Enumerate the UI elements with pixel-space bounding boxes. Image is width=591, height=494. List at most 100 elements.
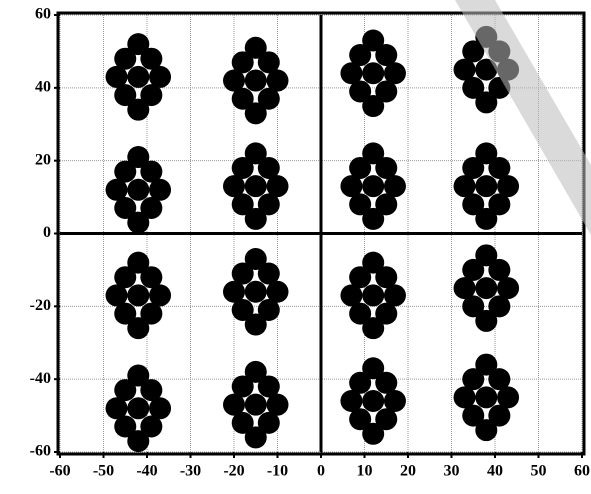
point [362,142,385,165]
point [149,178,172,201]
point [257,375,280,398]
y-tick-label: -60 [30,443,51,460]
point [375,371,398,394]
y-tick-label: -20 [30,297,51,314]
point [462,40,485,63]
point [340,284,363,307]
point [375,408,398,431]
point [375,266,398,289]
point [244,36,267,59]
point [375,80,398,103]
point [340,62,363,85]
point [383,62,406,85]
x-tick-label: 10 [357,463,373,480]
point [244,313,267,336]
point [362,317,385,340]
point [497,175,520,198]
point [244,102,267,125]
point [475,277,498,300]
point [257,156,280,179]
point [475,142,498,165]
point [127,211,150,234]
x-tick-label: -20 [223,463,244,480]
x-tick-label: -40 [136,463,157,480]
point [257,193,280,216]
point [453,175,476,198]
point [266,280,289,303]
point [375,302,398,325]
point [231,156,254,179]
y-tick-label: 20 [35,151,51,168]
point [383,175,406,198]
x-tick-label: 40 [487,463,503,480]
point [231,193,254,216]
point [257,298,280,321]
point [475,58,498,81]
point [114,197,137,220]
point [362,390,385,413]
point [453,386,476,409]
point [349,156,372,179]
point [149,397,172,420]
point [114,266,137,289]
point [140,84,163,107]
point [362,62,385,85]
point [349,266,372,289]
point [140,415,163,438]
point [475,386,498,409]
point [488,193,511,216]
point [231,262,254,285]
point [244,280,267,303]
x-tick-label: -30 [180,463,201,480]
point [383,284,406,307]
point [362,422,385,445]
point [362,29,385,52]
point [127,364,150,387]
point [475,244,498,267]
point [475,419,498,442]
point [349,44,372,67]
point [453,58,476,81]
x-tick-label: 20 [400,463,416,480]
point [127,33,150,56]
x-tick-label: 50 [531,463,547,480]
point [462,368,485,391]
point [105,284,128,307]
point [488,368,511,391]
point [497,277,520,300]
point [488,295,511,318]
y-tick-label: 40 [35,79,51,96]
point [244,142,267,165]
point [140,47,163,70]
point [362,175,385,198]
watermark [455,0,591,235]
point [105,397,128,420]
point [257,411,280,434]
point [114,47,137,70]
point [231,51,254,74]
point [244,175,267,198]
point [114,160,137,183]
point [140,302,163,325]
point [488,156,511,179]
point [127,397,150,420]
y-tick-label: -40 [30,370,51,387]
point [231,298,254,321]
x-tick-label: -10 [267,463,288,480]
point [362,251,385,274]
point [488,404,511,427]
point [223,175,245,198]
point [349,408,372,431]
point [349,302,372,325]
point [497,386,520,409]
point [127,430,150,453]
point [105,178,128,201]
point [340,390,363,413]
point [244,207,267,230]
point [266,69,289,92]
point [475,91,498,114]
point [223,393,245,416]
point [231,87,254,110]
point [375,193,398,216]
point [140,197,163,220]
